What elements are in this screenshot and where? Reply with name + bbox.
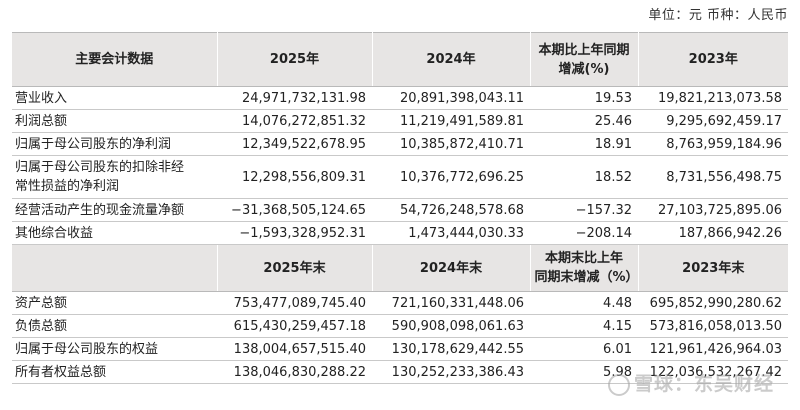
table-row: 其他综合收益 −1,593,328,952.31 1,473,444,030.33−… [12,221,788,245]
table-row: 利润总额 14,076,272,851.32 11,219,491,589.81 25… [12,109,788,133]
section1-header-row: 主要会计数据 2025年 2024年 本期比上年同期 增减(%) 2023年 [12,32,788,87]
row-label: 归属于母公司股东的净利润 [12,132,217,156]
value-cell: 130,178,629,442.55 [372,337,530,361]
value-cell: 573,816,058,013.50 [638,314,788,338]
row-label: 归属于母公司股东的扣除非经 常性损益的净利润 [12,155,217,199]
value-cell: 753,477,089,745.40 [217,291,372,315]
table-row: 经营活动产生的现金流量净额 −31,368,505,124.65 54,726,24… [12,198,788,222]
column-header: 2023年末 [638,244,788,292]
value-cell: 54,726,248,578.68 [372,198,530,222]
value-cell: 19.53 [530,86,638,110]
value-cell: 695,852,990,280.62 [638,291,788,315]
column-header: 2025年 [217,32,373,87]
column-header: 2025年末 [217,244,373,292]
value-cell: −157.32 [530,198,638,222]
value-cell: 121,961,426,964.03 [638,337,788,361]
value-cell: 25.46 [530,109,638,133]
row-label: 资产总额 [12,291,217,315]
value-cell: 12,349,522,678.95 [217,132,372,156]
row-label: 负债总额 [12,314,217,338]
row-label: 归属于母公司股东的权益 [12,337,217,361]
row-label: 其他综合收益 [12,221,217,245]
value-cell: 11,219,491,589.81 [372,109,530,133]
column-header: 2024年末 [372,244,531,292]
value-cell: 187,866,942.26 [638,221,788,245]
column-header: 2024年 [372,32,531,87]
value-cell: −31,368,505,124.65 [217,198,372,222]
value-cell: 615,430,259,457.18 [217,314,372,338]
value-cell: 6.01 [530,337,638,361]
table-row: 归属于母公司股东的权益 138,004,657,515.40 130,178,629… [12,337,788,361]
row-label: 利润总额 [12,109,217,133]
value-cell: 12,298,556,809.31 [217,155,372,199]
column-header: 本期末比上年 同期末增减（%） [530,244,639,292]
value-cell: 1,473,444,030.33 [372,221,530,245]
financial-data-table: 主要会计数据 2025年 2024年 本期比上年同期 增减(%) 2023年 营业收入 24… [12,32,788,384]
column-header: 2023年 [638,32,788,87]
section2-header-row: 2025年末 2024年末 本期末比上年 同期末增减（%） 2023年末 [12,244,788,292]
value-cell: 27,103,725,895.06 [638,198,788,222]
column-header [12,244,218,292]
unit-label: 单位：元 币种：人民币 [648,8,788,23]
value-cell: 19,821,213,073.58 [638,86,788,110]
value-cell: 8,731,556,498.75 [638,155,788,199]
value-cell: −208.14 [530,221,638,245]
value-cell: 4.48 [530,291,638,315]
value-cell: 590,908,098,061.63 [372,314,530,338]
table-row: 所有者权益总额 138,046,830,288.22 130,252,233,386… [12,360,788,384]
table-row: 负债总额 615,430,259,457.18 590,908,098,061.63… [12,314,788,338]
row-label: 经营活动产生的现金流量净额 [12,198,217,222]
column-header: 主要会计数据 [12,32,218,87]
value-cell: 18.52 [530,155,638,199]
row-label: 所有者权益总额 [12,360,217,384]
column-header: 本期比上年同期 增减(%) [530,32,639,87]
value-cell: 9,295,692,459.17 [638,109,788,133]
table-row: 归属于母公司股东的净利润 12,349,522,678.95 10,385,872,… [12,132,788,156]
value-cell: 122,036,532,267.42 [638,360,788,384]
value-cell: 8,763,959,184.96 [638,132,788,156]
value-cell: 130,252,233,386.43 [372,360,530,384]
table-row: 资产总额 753,477,089,745.40 721,160,331,448.06… [12,291,788,315]
row-label: 营业收入 [12,86,217,110]
value-cell: −1,593,328,952.31 [217,221,372,245]
value-cell: 10,385,872,410.71 [372,132,530,156]
table-row: 营业收入 24,971,732,131.98 20,891,398,043.11 19… [12,86,788,110]
value-cell: 10,376,772,696.25 [372,155,530,199]
value-cell: 20,891,398,043.11 [372,86,530,110]
value-cell: 721,160,331,448.06 [372,291,530,315]
value-cell: 5.98 [530,360,638,384]
value-cell: 24,971,732,131.98 [217,86,372,110]
value-cell: 4.15 [530,314,638,338]
value-cell: 18.91 [530,132,638,156]
value-cell: 138,046,830,288.22 [217,360,372,384]
table-row: 归属于母公司股东的扣除非经 常性损益的净利润 12,298,556,809.31 1… [12,155,788,199]
value-cell: 138,004,657,515.40 [217,337,372,361]
value-cell: 14,076,272,851.32 [217,109,372,133]
